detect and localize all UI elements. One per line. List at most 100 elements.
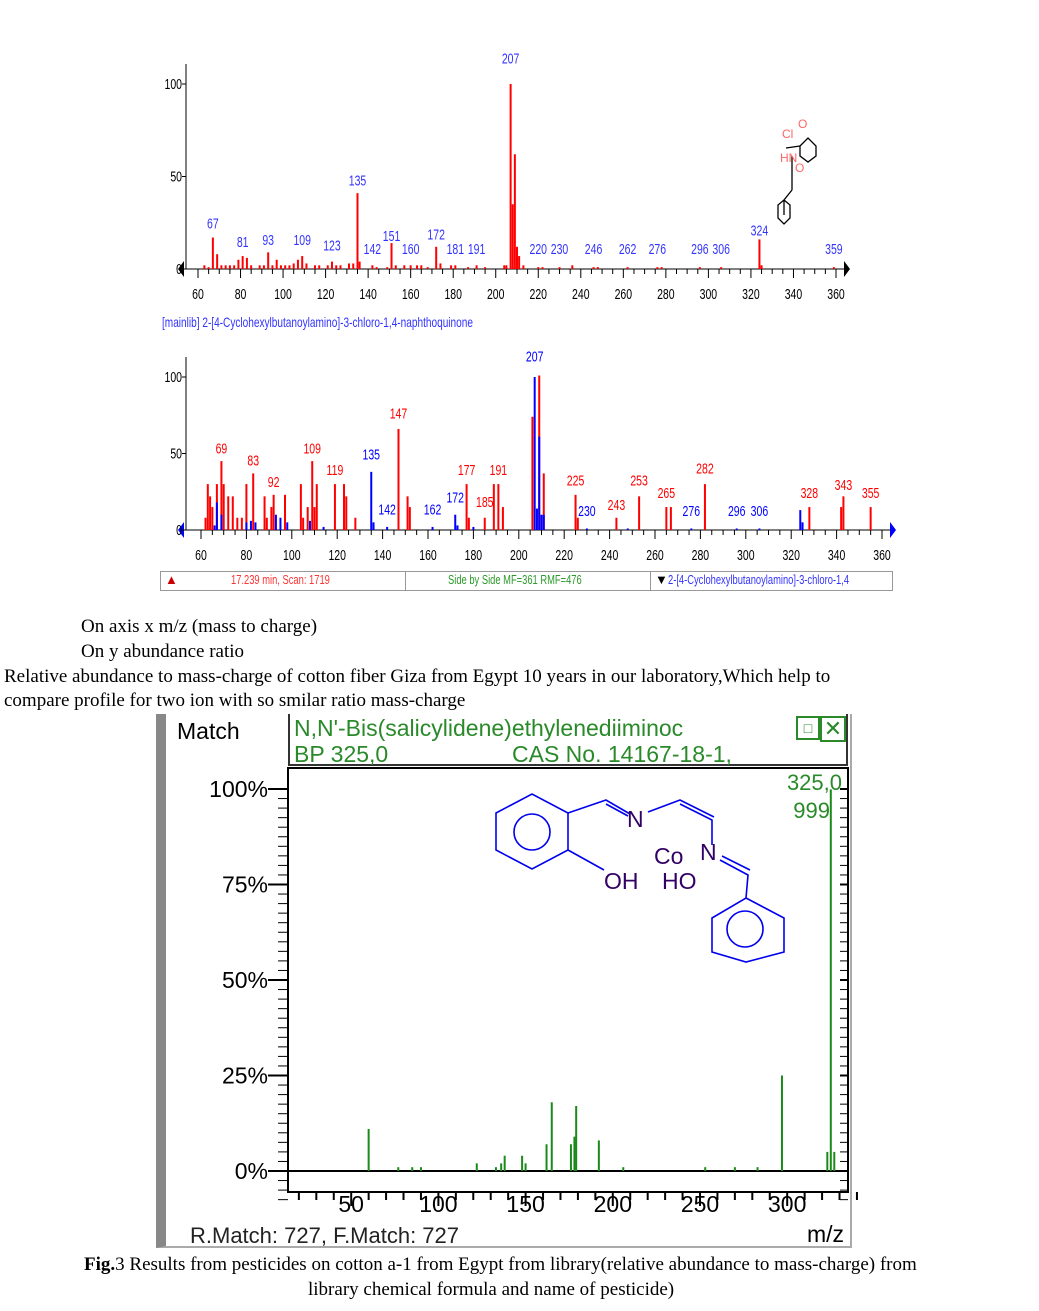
- x-tick-label: 180: [465, 546, 483, 563]
- up-arrow-icon[interactable]: ▲: [165, 572, 178, 587]
- x-tick-label: 320: [742, 285, 760, 302]
- peak-label: 92: [268, 473, 280, 490]
- sample-vs-library-chart: 60 80 100 120 140 160 180 200 220 240 260 280 300 320…: [164, 348, 896, 563]
- x-tick-label: 260: [615, 285, 633, 302]
- match-label: Match: [177, 718, 240, 744]
- x-tick-label: 60: [195, 546, 207, 563]
- x-tick-label: 160: [419, 546, 437, 563]
- match-scores: R.Match: 727, F.Match: 727: [190, 1223, 460, 1248]
- x-axis-label: m/z: [807, 1221, 844, 1247]
- peak-label: 109: [303, 440, 321, 457]
- peak-label: 69: [216, 440, 228, 457]
- caption-label: Fig.: [84, 1254, 116, 1275]
- x-tick-label: 260: [646, 546, 664, 563]
- peak-label: 181: [447, 240, 465, 257]
- peak-label: 296: [691, 240, 709, 257]
- peak-label: 343: [835, 476, 853, 493]
- x-tick-label: 220: [555, 546, 573, 563]
- peak-label: 185: [476, 493, 494, 510]
- peak-label: 325,0: [787, 770, 842, 795]
- paragraph-line: Relative abundance to mass-charge of cot…: [4, 666, 831, 687]
- x-tick-label: 360: [827, 285, 845, 302]
- peak-label: 160: [402, 240, 420, 257]
- x-tick-label: 120: [317, 285, 335, 302]
- right-arrow-icon: [890, 522, 896, 538]
- peak-label: 147: [390, 404, 408, 421]
- right-arrow-icon: [844, 261, 850, 277]
- y-tick-label: 0: [176, 260, 182, 277]
- peak-label: 119: [327, 461, 344, 478]
- atom-label: HN: [780, 151, 797, 165]
- atom-label: Cl: [782, 127, 793, 141]
- peak-label: 265: [658, 484, 676, 501]
- atom-label: HO: [662, 868, 697, 894]
- peak-label: 230: [551, 240, 569, 257]
- x-tick-label: 120: [328, 546, 346, 563]
- x-tick-label: 80: [235, 285, 247, 302]
- peak-label: 162: [424, 501, 442, 518]
- atom-label: OH: [604, 868, 639, 894]
- atom-label: N: [700, 839, 717, 865]
- peak-value: 999: [793, 798, 830, 823]
- close-icon[interactable]: ✕: [820, 716, 846, 742]
- peak-label: 306: [712, 240, 730, 257]
- y-tick-label: 100: [164, 75, 182, 92]
- status-retention-time: ▲ 17.239 min, Scan: 1719: [160, 571, 406, 591]
- peak-label: 207: [526, 348, 544, 365]
- x-tick-label: 200: [510, 546, 528, 563]
- library-structure: [777, 137, 817, 225]
- peak-label: 142: [378, 501, 396, 518]
- x-tick-label: 50: [338, 1191, 364, 1217]
- peak-label: 191: [490, 461, 508, 478]
- x-tick-label: 140: [359, 285, 377, 302]
- x-tick-label: 320: [782, 546, 800, 563]
- atom-label: Co: [654, 843, 683, 869]
- left-arrow-icon: [178, 261, 184, 277]
- peak-label: 135: [362, 446, 380, 463]
- x-tick-label: 240: [572, 285, 590, 302]
- status-compound-name[interactable]: ▼2-[4-Cyclohexylbutanoylamino]-3-chloro-…: [650, 571, 893, 591]
- library-match-panel: Match N,N'-Bis(salicylidene)ethylenediim…: [156, 714, 852, 1248]
- peak-label: 225: [567, 472, 585, 489]
- base-peak: BP 325,0: [294, 741, 389, 767]
- figure-caption-line2: library chemical formula and name of pes…: [308, 1279, 675, 1300]
- peak-label: 151: [383, 227, 401, 244]
- down-arrow-icon[interactable]: ▼: [655, 572, 668, 587]
- x-tick-label: 200: [487, 285, 505, 302]
- restore-icon[interactable]: □: [796, 716, 820, 740]
- peak-label: 296: [728, 502, 746, 519]
- x-tick-label: 340: [785, 285, 803, 302]
- x-tick-label: 100: [419, 1191, 457, 1217]
- y-tick-label: 75%: [222, 872, 268, 898]
- peak-label: 246: [585, 240, 603, 257]
- library-spectrum-chart: 60 80 100 120 140 160 180 200 220 240 260 280 300 320…: [164, 50, 850, 302]
- atom-label: O: [795, 161, 804, 175]
- x-tick-label: 100: [274, 285, 292, 302]
- spectra-area: 60 80 100 120 140 160 180 200 220 240 260 280 300 320…: [164, 50, 896, 563]
- peak-label: 142: [364, 240, 382, 257]
- chart-caption: [mainlib] 2-[4-Cyclohexylbutanoylamino]-…: [162, 314, 473, 330]
- y-tick-label: 25%: [222, 1063, 268, 1089]
- x-tick-label: 160: [402, 285, 420, 302]
- left-arrow-icon: [178, 522, 184, 538]
- y-tick-label: 0: [176, 521, 182, 538]
- match-structure: [495, 793, 785, 963]
- axis-x-note: On axis x m/z (mass to charge): [81, 616, 318, 637]
- y-tick-label: 50%: [222, 967, 268, 993]
- x-tick-label: 150: [506, 1191, 544, 1217]
- peak-label: 93: [262, 231, 274, 248]
- x-tick-label: 300: [700, 285, 718, 302]
- x-tick-label: 180: [444, 285, 462, 302]
- x-tick-label: 300: [737, 546, 755, 563]
- peak-label: 282: [696, 459, 714, 476]
- peak-label: 359: [825, 240, 843, 257]
- x-tick-label: 240: [601, 546, 619, 563]
- y-tick-label: 50: [170, 445, 182, 462]
- x-tick-label: 200: [594, 1191, 632, 1217]
- cas-number: CAS No. 14167-18-1,: [512, 741, 732, 767]
- peak-label: 135: [349, 172, 367, 189]
- caption-text: 3 Results from pesticides on cotton a-1 …: [115, 1254, 917, 1275]
- paragraph-line: compare profile for two ion with so smil…: [4, 690, 466, 711]
- y-tick-label: 0%: [235, 1158, 268, 1184]
